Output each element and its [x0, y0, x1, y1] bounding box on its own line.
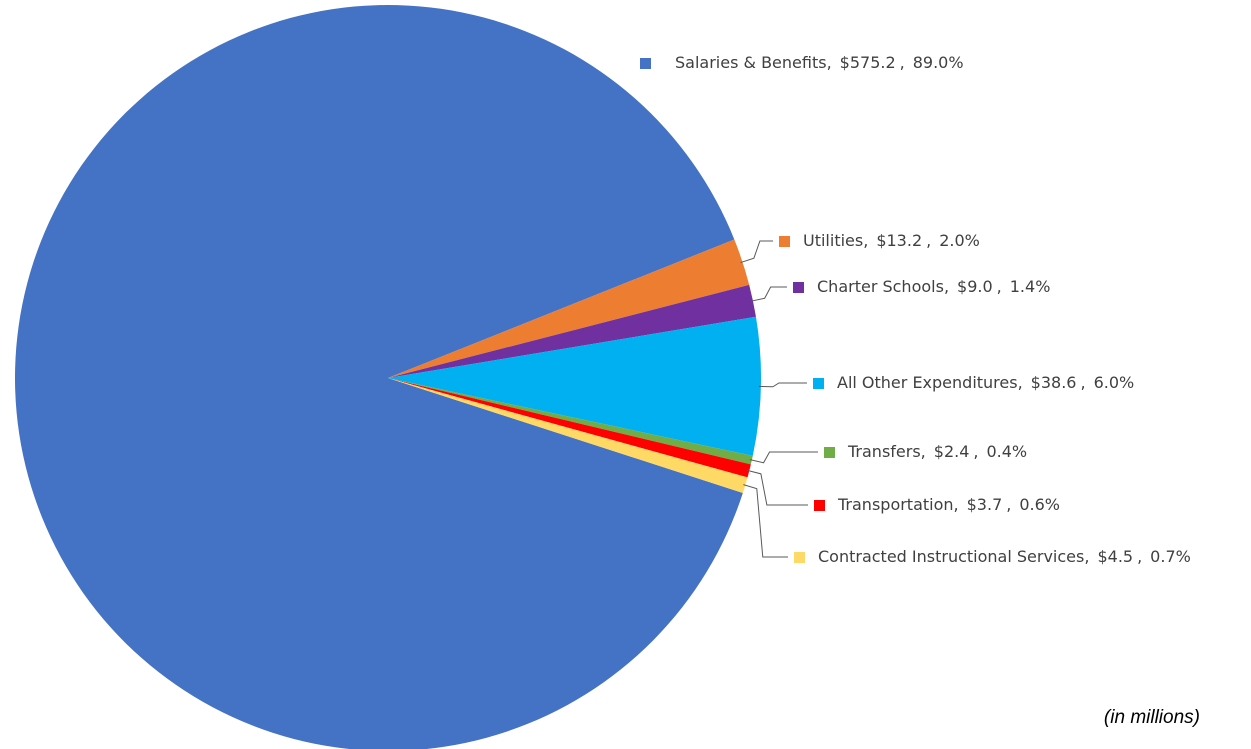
- label-value: $4.5: [1097, 547, 1133, 566]
- pie-slice: [388, 378, 753, 465]
- leader-line: [740, 240, 773, 264]
- pie-slice: [388, 378, 748, 493]
- label-separator: ,: [926, 231, 931, 250]
- label-category: All Other Expenditures: [837, 373, 1018, 392]
- label-separator: ,: [900, 53, 905, 72]
- label-separator: ,: [997, 277, 1002, 296]
- label-percentage: 1.4%: [1010, 277, 1051, 296]
- pie-slice: [388, 239, 750, 378]
- legend-swatch: [794, 552, 805, 563]
- label-separator: ,: [1137, 547, 1142, 566]
- pie-slice: [388, 284, 756, 378]
- label-percentage: 0.6%: [1019, 495, 1060, 514]
- label-value: $575.2: [840, 53, 896, 72]
- pie-slice: [388, 316, 761, 456]
- label-separator: ,: [954, 495, 959, 514]
- data-label: Salaries & Benefits, $575.2, 89.0%: [675, 53, 964, 72]
- label-separator: ,: [921, 442, 926, 461]
- data-label: All Other Expenditures, $38.6, 6.0%: [837, 373, 1134, 392]
- label-value: $2.4: [934, 442, 970, 461]
- data-label: Transfers, $2.4, 0.4%: [847, 442, 1027, 461]
- label-value: $38.6: [1031, 373, 1077, 392]
- data-label: Utilities, $13.2, 2.0%: [803, 231, 980, 250]
- leader-line: [747, 469, 808, 506]
- legend-swatch: [814, 500, 825, 511]
- label-category: Contracted Instructional Services: [818, 547, 1084, 566]
- label-separator: ,: [1018, 373, 1023, 392]
- label-separator: ,: [944, 277, 949, 296]
- label-value: $3.7: [967, 495, 1003, 514]
- label-separator: ,: [1006, 495, 1011, 514]
- units-note: (in millions): [1104, 707, 1200, 728]
- data-label: Transportation, $3.7, 0.6%: [837, 495, 1060, 514]
- leader-line: [743, 484, 788, 558]
- label-separator: ,: [973, 442, 978, 461]
- label-value: $13.2: [876, 231, 922, 250]
- label-value: $9.0: [957, 277, 993, 296]
- label-category: Transportation: [837, 495, 954, 514]
- leader-line: [758, 382, 807, 388]
- label-percentage: 2.0%: [939, 231, 980, 250]
- label-category: Transfers: [847, 442, 921, 461]
- leader-line: [750, 286, 787, 302]
- legend-swatch: [824, 447, 835, 458]
- pie-slice: [15, 5, 743, 749]
- leader-line: [749, 451, 818, 464]
- pie-slice: [388, 378, 751, 478]
- label-separator: ,: [1084, 547, 1089, 566]
- label-category: Utilities: [803, 231, 863, 250]
- legend-swatch: [640, 58, 651, 69]
- label-percentage: 6.0%: [1094, 373, 1135, 392]
- label-percentage: 0.7%: [1150, 547, 1191, 566]
- data-label: Contracted Instructional Services, $4.5, 0…: [818, 547, 1191, 566]
- label-separator: ,: [863, 231, 868, 250]
- legend-swatch: [793, 282, 804, 293]
- label-category: Salaries & Benefits: [675, 53, 827, 72]
- legend-swatch: [813, 378, 824, 389]
- label-percentage: 0.4%: [986, 442, 1027, 461]
- label-separator: ,: [827, 53, 832, 72]
- data-label: Charter Schools, $9.0, 1.4%: [817, 277, 1050, 296]
- label-percentage: 89.0%: [913, 53, 964, 72]
- label-separator: ,: [1080, 373, 1085, 392]
- legend-swatch: [779, 236, 790, 247]
- label-category: Charter Schools: [817, 277, 944, 296]
